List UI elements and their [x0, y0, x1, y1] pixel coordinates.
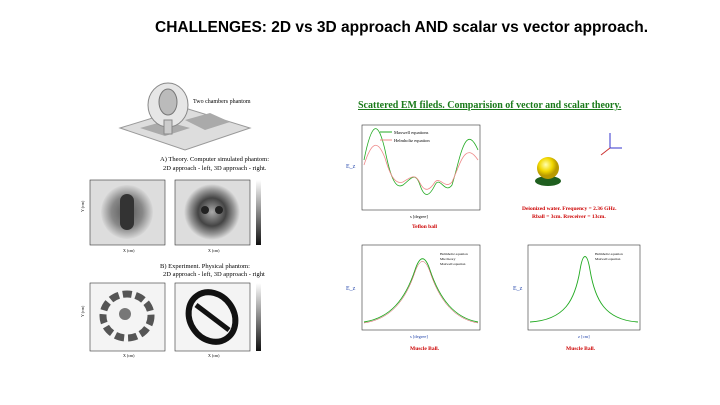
axis-label: s [degree]	[410, 214, 428, 219]
axis-label: X (cm)	[123, 353, 135, 358]
axis-label: z [cm]	[578, 334, 590, 339]
axis-label: X (cm)	[123, 248, 135, 253]
axis-label: E_z	[513, 286, 523, 292]
legend-entry: Helmholtz equation	[595, 252, 623, 256]
phantom-label: Two chambers phantom	[193, 99, 251, 105]
caption: Teflon ball	[412, 224, 437, 230]
phantom-image	[118, 82, 252, 151]
axis-label: Y (cm)	[80, 305, 85, 317]
axis-label: X (cm)	[208, 248, 220, 253]
conditions: Rball = 3cm. Rreceiver = 13cm.	[532, 214, 606, 220]
axis-label: X (cm)	[208, 353, 220, 358]
heatmaps	[89, 179, 261, 352]
bottom-right-plot	[527, 244, 641, 331]
axis-label: s [degree]	[410, 334, 428, 339]
conditions: Deionized water. Frequency = 2.36 GHz.	[522, 206, 617, 212]
legend-entry: Maxwell equation	[440, 262, 466, 266]
legend-entry: Maxwell equation	[595, 257, 621, 261]
bottom-left-plot	[361, 244, 481, 331]
legend-entry: Maxwell equations	[394, 130, 429, 135]
ball-illustration	[535, 133, 622, 186]
axis-label: E_z	[346, 286, 356, 292]
caption: B) Experiment. Physical phantom:	[160, 263, 250, 270]
caption: Muscle Ball.	[410, 346, 440, 352]
caption: 2D approach - left, 3D approach - right	[163, 271, 265, 278]
legend-entry: Helmholtz equation	[440, 252, 468, 256]
caption: 2D approach - left, 3D approach - right.	[163, 165, 267, 172]
caption: Muscle Ball.	[566, 346, 596, 352]
slide-title: CHALLENGES: 2D vs 3D approach AND scalar…	[155, 19, 648, 36]
caption: A) Theory. Computer simulated phantom:	[160, 156, 269, 163]
legend-entry: Helmholtz equation	[394, 138, 430, 143]
axis-label: Y (cm)	[80, 200, 85, 212]
axis-label: E_z	[346, 164, 356, 170]
legend-entry: Mie theory	[440, 257, 456, 261]
top-plot	[361, 124, 481, 211]
section-heading: Scattered EM fileds. Comparision of vect…	[358, 100, 622, 111]
